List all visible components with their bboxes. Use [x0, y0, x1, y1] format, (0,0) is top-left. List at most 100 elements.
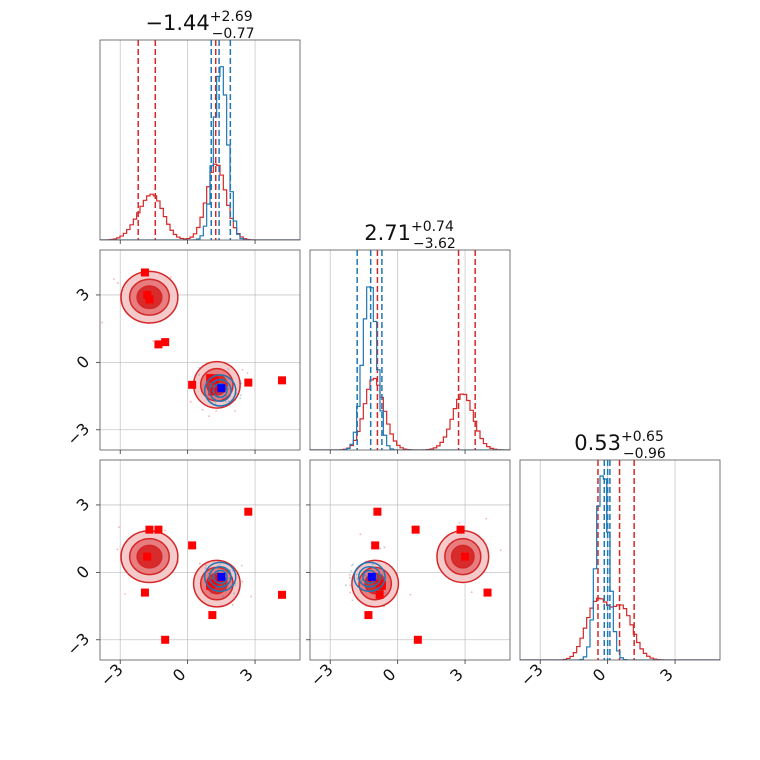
- sample-marker: [140, 588, 149, 597]
- panel-frame: [309, 459, 511, 661]
- sample-dot: [210, 592, 212, 595]
- sample-dot: [383, 546, 386, 549]
- sample-dot: [233, 592, 235, 595]
- sample-dot: [239, 397, 242, 400]
- panel-frame: [99, 39, 301, 241]
- histogram-series: [100, 163, 300, 240]
- density-contour: [212, 569, 228, 584]
- sample-dot: [169, 276, 172, 279]
- density-contour: [358, 566, 382, 588]
- sample-dot: [231, 386, 234, 388]
- sample-dot: [349, 584, 352, 587]
- sample-dot: [224, 378, 227, 380]
- sample-dot: [231, 576, 234, 579]
- sample-dot: [214, 402, 217, 404]
- sample-dot: [234, 410, 236, 412]
- sample-dot: [228, 400, 230, 403]
- sample-dot: [218, 392, 221, 395]
- x-tick-label: 0: [169, 665, 190, 686]
- sample-dot: [152, 340, 155, 342]
- sample-dot: [223, 376, 226, 379]
- histogram-series: [100, 66, 300, 240]
- sample-dot: [367, 584, 370, 587]
- sample-dot: [348, 573, 351, 576]
- panel-title: −1.44+2.69 −0.77: [145, 9, 254, 42]
- sample-dot: [222, 397, 225, 400]
- sample-marker: [456, 525, 465, 534]
- histogram-series: [520, 475, 720, 660]
- sample-dot: [112, 278, 115, 281]
- sample-dot: [221, 595, 224, 598]
- y-tick-label: 3: [73, 494, 94, 515]
- sample-dot: [375, 591, 378, 594]
- sample-marker: [375, 590, 384, 599]
- sample-dot: [235, 396, 238, 399]
- sample-dot: [227, 387, 230, 390]
- sample-marker: [154, 525, 163, 534]
- density-panel: [310, 460, 510, 660]
- sample-marker: [483, 588, 492, 597]
- y-tick-label: −3: [63, 419, 93, 449]
- sample-dot: [189, 400, 192, 403]
- x-tick-label: −3: [517, 660, 547, 690]
- sample-dot: [116, 282, 119, 284]
- sample-dot: [197, 373, 200, 376]
- sample-marker: [210, 579, 219, 588]
- sample-dot: [204, 564, 207, 567]
- sample-dot: [239, 380, 242, 382]
- sample-dot: [219, 563, 222, 566]
- sample-dot: [375, 581, 377, 584]
- density-panel: [100, 460, 300, 660]
- sample-dot: [250, 595, 253, 598]
- title-plus: +0.74: [411, 219, 454, 235]
- sample-marker: [161, 338, 170, 347]
- sample-dot: [214, 576, 217, 579]
- density-contour: [353, 561, 386, 593]
- sample-dot: [218, 392, 221, 395]
- sample-dot: [349, 591, 352, 594]
- sample-dot: [349, 576, 351, 579]
- density-contour: [208, 566, 232, 588]
- sample-marker: [140, 268, 149, 277]
- density-contour: [203, 561, 237, 593]
- sample-dot: [356, 577, 359, 580]
- title-value: 0.53: [574, 431, 621, 455]
- sample-marker: [143, 290, 152, 299]
- sample-dot: [360, 573, 363, 576]
- sample-dot: [226, 385, 229, 388]
- sample-dot: [381, 574, 383, 577]
- x-tick-label: 3: [446, 665, 467, 686]
- sample-marker: [188, 541, 197, 550]
- sample-dot: [206, 394, 209, 397]
- sample-dot: [227, 368, 230, 371]
- histogram-panel: [100, 40, 300, 240]
- sample-dot: [214, 390, 217, 393]
- sample-dot: [364, 574, 367, 577]
- sample-dot: [240, 382, 243, 385]
- sample-dot: [215, 410, 218, 412]
- panel-title: 0.53+0.65 −0.96: [574, 429, 666, 462]
- sample-dot: [201, 408, 204, 411]
- sample-marker: [371, 541, 380, 550]
- title-value: −1.44: [145, 11, 209, 35]
- sample-dot: [374, 586, 377, 589]
- sample-dot: [241, 564, 243, 567]
- sample-dot: [217, 564, 219, 567]
- x-tick-label: 3: [236, 665, 257, 686]
- sample-dot: [217, 587, 219, 589]
- sample-marker: [145, 525, 154, 534]
- sample-dot: [345, 584, 347, 587]
- sample-dot: [227, 578, 230, 580]
- panel-frame: [519, 459, 721, 661]
- sample-dot: [227, 378, 230, 381]
- sample-marker: [367, 572, 376, 581]
- y-tick-label: −3: [63, 629, 93, 659]
- sample-dot: [202, 403, 205, 405]
- histogram-panel: [520, 460, 720, 660]
- sample-marker: [143, 552, 152, 561]
- sample-dot: [205, 385, 208, 388]
- sample-marker: [244, 507, 253, 516]
- title-minus: −0.77: [212, 26, 255, 42]
- sample-dot: [470, 591, 473, 594]
